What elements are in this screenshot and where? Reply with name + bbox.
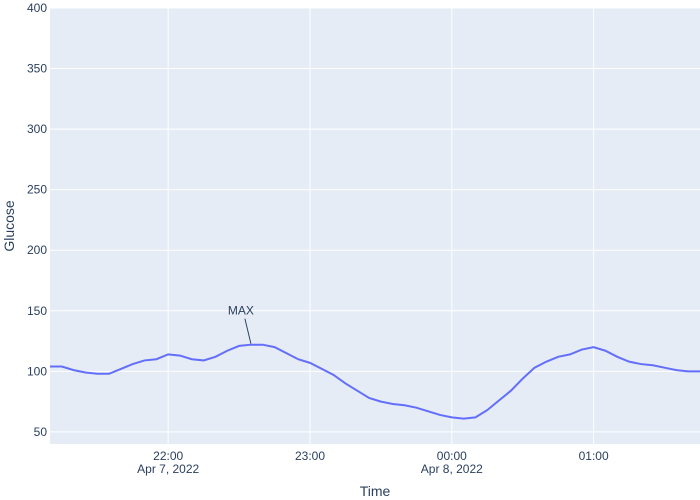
grid-lines	[50, 7, 700, 444]
y-tick-label: 300	[27, 122, 47, 136]
y-tick-label: 400	[27, 1, 47, 15]
x-tick-label: 23:00	[295, 449, 325, 463]
glucose-series-line	[50, 343, 700, 420]
y-tick-label: 200	[27, 243, 47, 257]
y-tick-label: 100	[27, 364, 47, 378]
y-tick-label: 50	[34, 425, 48, 439]
y-tick-label: 350	[27, 62, 47, 76]
x-axis-title: Time	[360, 483, 391, 499]
y-tick-label: 150	[27, 304, 47, 318]
annotation-max-label: MAX	[228, 304, 254, 318]
x-tick-label: 01:00	[579, 449, 609, 463]
y-tick-label: 250	[27, 183, 47, 197]
y-axis-title: Glucose	[1, 200, 17, 252]
x-tick-label: 00:00	[437, 449, 467, 463]
x-tick-date-label: Apr 8, 2022	[421, 462, 483, 476]
plot-area	[50, 8, 700, 444]
annotations: MAX	[228, 304, 254, 344]
annotation-arrow	[244, 318, 252, 344]
x-tick-label: 22:00	[153, 449, 183, 463]
y-axis-ticks: 50 100 150 200 250 300 350 400	[27, 1, 47, 439]
x-tick-date-label: Apr 7, 2022	[137, 462, 199, 476]
